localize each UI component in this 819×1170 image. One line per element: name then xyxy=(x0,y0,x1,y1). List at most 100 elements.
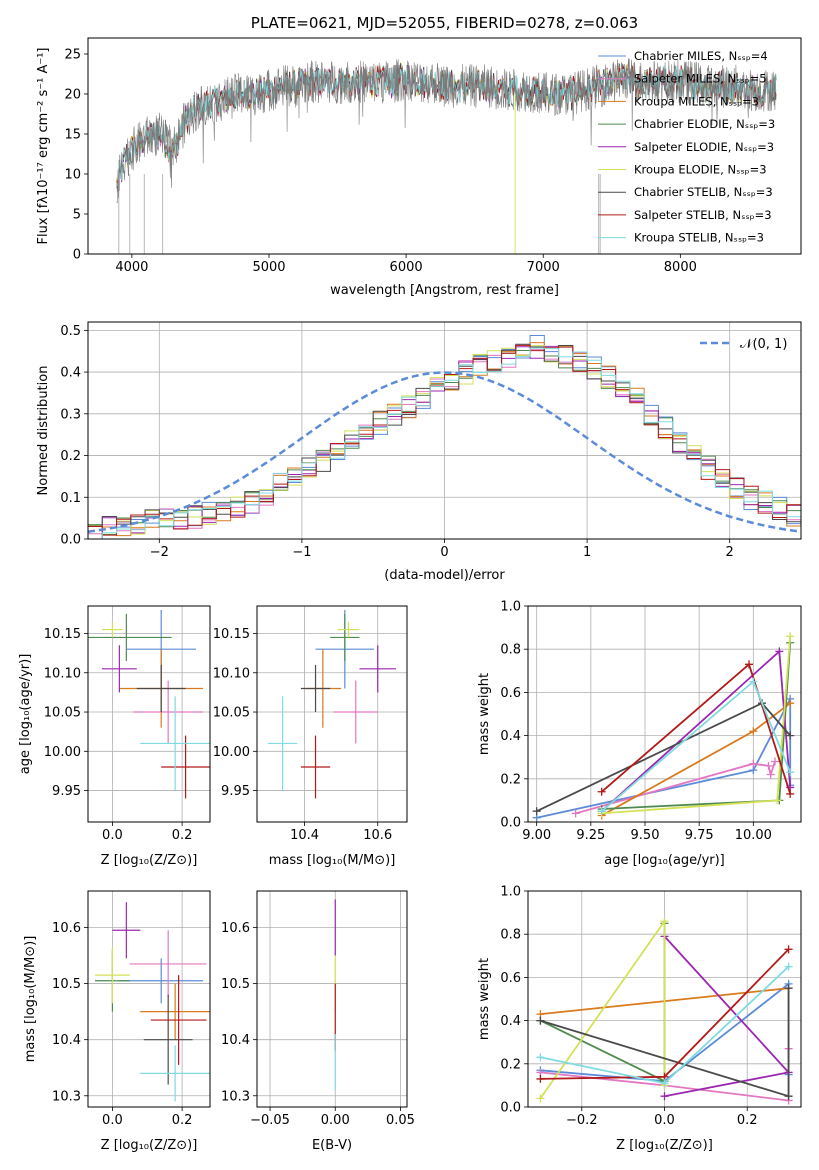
y-tick-label: 10.4 xyxy=(221,1033,250,1048)
x-tick-label: 0.0 xyxy=(102,828,123,843)
y-tick-label: 10.5 xyxy=(52,977,81,992)
y-tick-label: 1.0 xyxy=(500,600,521,615)
x-tick-label: −1 xyxy=(292,545,311,560)
y-tick-label: 0.3 xyxy=(60,407,81,422)
legend-label: 𝒩(0, 1) xyxy=(740,337,787,352)
y-tick-label: 10.3 xyxy=(221,1089,250,1104)
y-axis-label: age [log₁₀(age/yr)] xyxy=(18,654,33,775)
data-point-marker xyxy=(786,699,795,708)
data-point-marker xyxy=(745,660,753,669)
legend-label: Kroupa MILES, Nₛₛₚ=3 xyxy=(634,94,759,108)
x-axis-label: Z [log₁₀(Z/Z⊙)] xyxy=(101,1138,198,1153)
x-tick-label: 8000 xyxy=(664,260,697,275)
x-tick-label: 9.00 xyxy=(522,828,551,843)
y-tick-label: 1.0 xyxy=(500,885,521,900)
y-tick-label: 10.3 xyxy=(52,1089,81,1104)
data-point-marker xyxy=(749,759,758,768)
x-tick-label: 10.00 xyxy=(735,828,772,843)
y-tick-label: 0.6 xyxy=(500,971,521,986)
legend-label: Chabrier STELIB, Nₛₛₚ=3 xyxy=(634,185,773,199)
axes-frame xyxy=(527,890,802,1108)
legend-label: Chabrier MILES, Nₛₛₚ=4 xyxy=(634,49,768,63)
axes-frame xyxy=(256,605,408,823)
y-axis-label: mass weight xyxy=(477,958,492,1040)
mass-weight-line xyxy=(536,702,791,813)
data-point-marker xyxy=(660,917,669,926)
y-tick-label: 15 xyxy=(64,128,81,143)
legend-label: Salpeter ELODIE, Nₛₛₚ=3 xyxy=(634,140,774,154)
y-tick-label: 10.4 xyxy=(52,1033,81,1048)
data-point-marker xyxy=(771,757,779,766)
x-tick-label: 4000 xyxy=(115,260,148,275)
data-point-marker xyxy=(784,984,793,993)
y-tick-label: 10 xyxy=(64,168,81,183)
observed-spectrum-line xyxy=(116,58,777,204)
normal-reference-curve xyxy=(88,371,801,533)
residual-histogram xyxy=(88,347,801,539)
legend-label: Chabrier ELODIE, Nₛₛₚ=3 xyxy=(634,117,775,131)
y-tick-label: 0.8 xyxy=(500,928,521,943)
y-tick-label: 0.4 xyxy=(60,366,81,381)
axes-frame xyxy=(87,37,802,255)
y-tick-label: 10.10 xyxy=(44,666,81,681)
data-point-marker xyxy=(597,787,606,796)
x-tick-label: −0.2 xyxy=(566,1113,598,1128)
y-tick-label: 0.0 xyxy=(500,1101,521,1116)
mass-weight-line xyxy=(601,680,792,812)
y-tick-label: 10.15 xyxy=(213,627,250,642)
y-tick-label: 10.15 xyxy=(44,627,81,642)
mass-weight-line xyxy=(663,935,791,1098)
x-axis-label: wavelength [Angstrom, rest frame] xyxy=(330,283,559,298)
data-point-marker xyxy=(786,768,795,777)
legend-label: Salpeter MILES, Nₛₛₚ=5 xyxy=(634,72,767,86)
axes-frame xyxy=(256,890,408,1108)
legend-label: Kroupa ELODIE, Nₛₛₚ=3 xyxy=(634,163,767,177)
data-point-marker xyxy=(784,945,793,954)
data-point-marker xyxy=(536,1016,545,1025)
mass-weight-line xyxy=(601,662,792,795)
x-tick-label: 10.4 xyxy=(290,828,319,843)
data-point-marker xyxy=(597,807,606,816)
y-tick-label: 0.2 xyxy=(500,1057,521,1072)
x-axis-label: Z [log₁₀(Z/Z⊙)] xyxy=(101,853,198,868)
data-point-marker xyxy=(775,647,784,656)
histogram-steps xyxy=(88,335,801,539)
chart-title: PLATE=0621, MJD=52055, FIBERID=0278, z=0… xyxy=(251,14,638,32)
legend-label: Kroupa STELIB, Nₛₛₚ=3 xyxy=(634,231,764,245)
y-axis-label: Normed distribution xyxy=(36,366,51,496)
y-tick-label: 10.6 xyxy=(52,921,81,936)
data-point-marker xyxy=(749,727,758,736)
y-tick-label: 0.2 xyxy=(500,772,521,787)
x-axis-label: age [log₁₀(age/yr)] xyxy=(604,853,725,868)
data-point-marker xyxy=(766,770,775,779)
x-tick-label: 0.0 xyxy=(102,1113,123,1128)
x-tick-label: 0.2 xyxy=(172,828,193,843)
axes-frame xyxy=(87,321,802,540)
x-tick-label: 0.05 xyxy=(386,1113,415,1128)
y-tick-label: 10.10 xyxy=(213,666,250,681)
y-axis-label: mass [log₁₀(M/M⊙)] xyxy=(23,936,38,1063)
data-point-marker xyxy=(660,1079,669,1088)
y-tick-label: 0.4 xyxy=(500,1014,521,1029)
y-tick-label: 10.00 xyxy=(44,745,81,760)
y-tick-label: 0.0 xyxy=(500,816,521,831)
x-tick-label: −2 xyxy=(150,545,169,560)
data-point-marker xyxy=(773,796,782,805)
data-point-marker xyxy=(786,789,795,798)
x-tick-label: 0 xyxy=(440,545,448,560)
x-tick-label: 7000 xyxy=(527,260,560,275)
y-tick-label: 10.5 xyxy=(221,977,250,992)
data-point-marker xyxy=(786,731,795,740)
y-tick-label: 10.00 xyxy=(213,745,250,760)
errorbars xyxy=(94,902,210,1102)
x-tick-label: 10.6 xyxy=(363,828,392,843)
y-tick-label: 0 xyxy=(73,248,81,263)
x-tick-label: 9.25 xyxy=(576,828,605,843)
axes-frame xyxy=(87,890,211,1108)
x-tick-label: −0.05 xyxy=(250,1113,290,1128)
y-tick-label: 10.6 xyxy=(221,921,250,936)
x-tick-label: 0.0 xyxy=(654,1113,675,1128)
errorbars xyxy=(88,609,210,799)
y-axis-label: Flux [fλ10⁻¹⁷ erg cm⁻² s⁻¹ A⁻¹] xyxy=(36,48,51,245)
x-axis-label: Z [log₁₀(Z/Z⊙)] xyxy=(616,1138,713,1153)
